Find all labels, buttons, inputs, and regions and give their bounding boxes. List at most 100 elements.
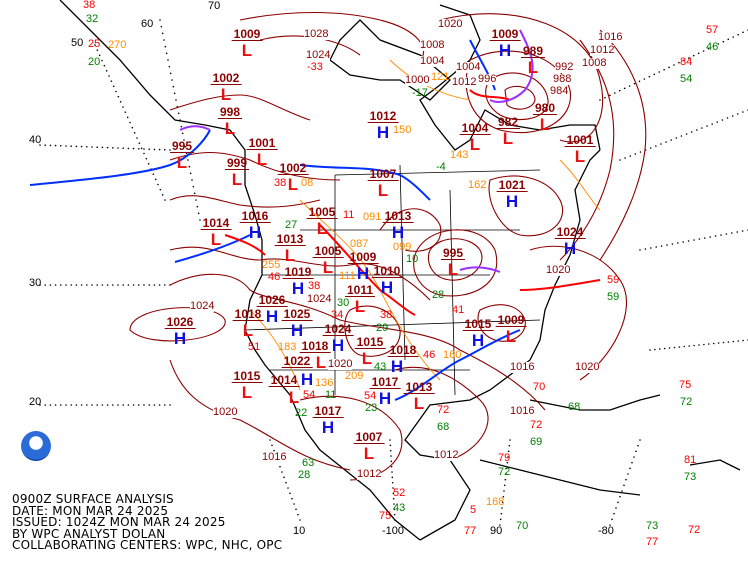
grid-dot [65, 404, 67, 406]
grid-dot [503, 484, 506, 487]
grid-dot [658, 71, 660, 73]
low-pressure-value: 980 [532, 101, 558, 115]
isobar-label: 1008 [582, 57, 607, 69]
grid-dot [122, 147, 124, 149]
grid-dot [132, 284, 135, 286]
grid-dot [165, 52, 168, 55]
grid-dot [633, 456, 635, 458]
grid-dot [504, 478, 507, 481]
station-temperature: 38 [83, 0, 96, 11]
grid-dot [391, 481, 394, 484]
grid-dot [127, 284, 130, 286]
isobar-label: 1000 [405, 74, 430, 86]
grid-dot [501, 501, 504, 504]
grid-dot [295, 508, 297, 511]
grid-dot [164, 284, 166, 286]
grid-dot [136, 137, 138, 139]
high-pressure-value: 1021 [496, 178, 528, 192]
grid-dot [688, 345, 690, 347]
grid-dot [281, 471, 283, 473]
grid-dot [159, 188, 162, 191]
low-pressure-value: 1018 [299, 339, 331, 353]
grid-dot [675, 137, 678, 139]
grid-dot [148, 404, 150, 406]
station-temperature: 77 [464, 525, 477, 537]
grid-dot [717, 43, 720, 45]
grid-dot [392, 497, 395, 500]
grid-dot [621, 490, 623, 492]
low-pressure-symbol: L [363, 444, 375, 463]
grid-dot [299, 519, 301, 521]
grid-dot [138, 148, 140, 150]
high-pressure-value: 1025 [281, 307, 313, 321]
station-temperature: 38 [380, 309, 393, 321]
grid-dot [660, 143, 662, 145]
station-dewpoint: 29 [376, 322, 389, 334]
grid-dot [390, 465, 393, 468]
grid-dot [279, 465, 281, 468]
station-dewpoint: 68 [568, 401, 581, 413]
low-pressure-symbol: L [354, 297, 366, 316]
station-pressure-tendency: 143 [450, 149, 469, 161]
isobar-label: 988 [553, 73, 572, 85]
high-pressure-value: 1026 [164, 315, 196, 329]
grid-dot [643, 78, 646, 80]
grid-dot [112, 284, 114, 286]
grid-dot [164, 45, 167, 48]
low-pressure-symbol: L [220, 85, 232, 104]
station-temperature: 52 [393, 487, 406, 499]
grid-dot [159, 19, 161, 21]
grid-dot [389, 449, 392, 452]
lat-label-40: 40 [29, 134, 42, 146]
low-pressure-value: 1015 [231, 369, 263, 383]
grid-dot [613, 512, 615, 515]
high-pressure-symbol: H [505, 192, 519, 211]
grid-dot [673, 64, 675, 66]
grid-dot [725, 233, 728, 235]
grid-dot [49, 404, 52, 406]
grid-dot [736, 231, 738, 233]
grid-dot [163, 39, 165, 41]
grid-dot [60, 284, 62, 286]
grid-dot [177, 112, 180, 115]
grid-dot [199, 219, 201, 221]
high-pressure-value: 1017 [369, 375, 401, 389]
grid-dot [615, 507, 617, 509]
grid-dot [196, 205, 199, 208]
grid-dot [655, 145, 657, 147]
grid-dot [702, 50, 705, 52]
station-temperature: 75 [679, 379, 692, 391]
high-pressure-value: 1017 [312, 404, 344, 418]
station-dewpoint: 23 [365, 402, 378, 414]
high-pressure-symbol: H [380, 278, 394, 297]
high-pressure-symbol: H [390, 357, 404, 376]
grid-dot [673, 346, 676, 349]
grid-dot [273, 449, 275, 452]
grid-dot [683, 345, 686, 348]
station-pressure-tendency: 270 [108, 39, 127, 51]
grid-dot [122, 106, 124, 108]
isobar-label: 1012 [434, 449, 459, 461]
grid-dot [193, 192, 196, 195]
grid-dot [650, 247, 652, 249]
grid-dot [44, 144, 46, 146]
grid-dot [644, 248, 647, 250]
station-dewpoint: 72 [498, 466, 511, 478]
grid-dot [285, 481, 287, 484]
low-pressure-symbol: L [527, 58, 539, 77]
station-pressure-tendency: 150 [393, 124, 412, 136]
grid-dot [670, 139, 672, 141]
grid-dot [54, 404, 57, 406]
grid-dot [169, 72, 172, 75]
low-pressure-symbol: L [505, 327, 517, 346]
grid-dot [634, 153, 637, 155]
high-pressure-value: 1016 [239, 209, 271, 223]
grid-dot [505, 473, 507, 475]
isobar-label: 1016 [510, 405, 535, 417]
grid-dot [126, 116, 129, 119]
cold-front [299, 164, 431, 201]
station-dewpoint: 68 [437, 421, 450, 433]
grid-dot [654, 348, 656, 351]
grid-dot [132, 404, 135, 406]
low-pressure-symbol: L [256, 150, 268, 169]
